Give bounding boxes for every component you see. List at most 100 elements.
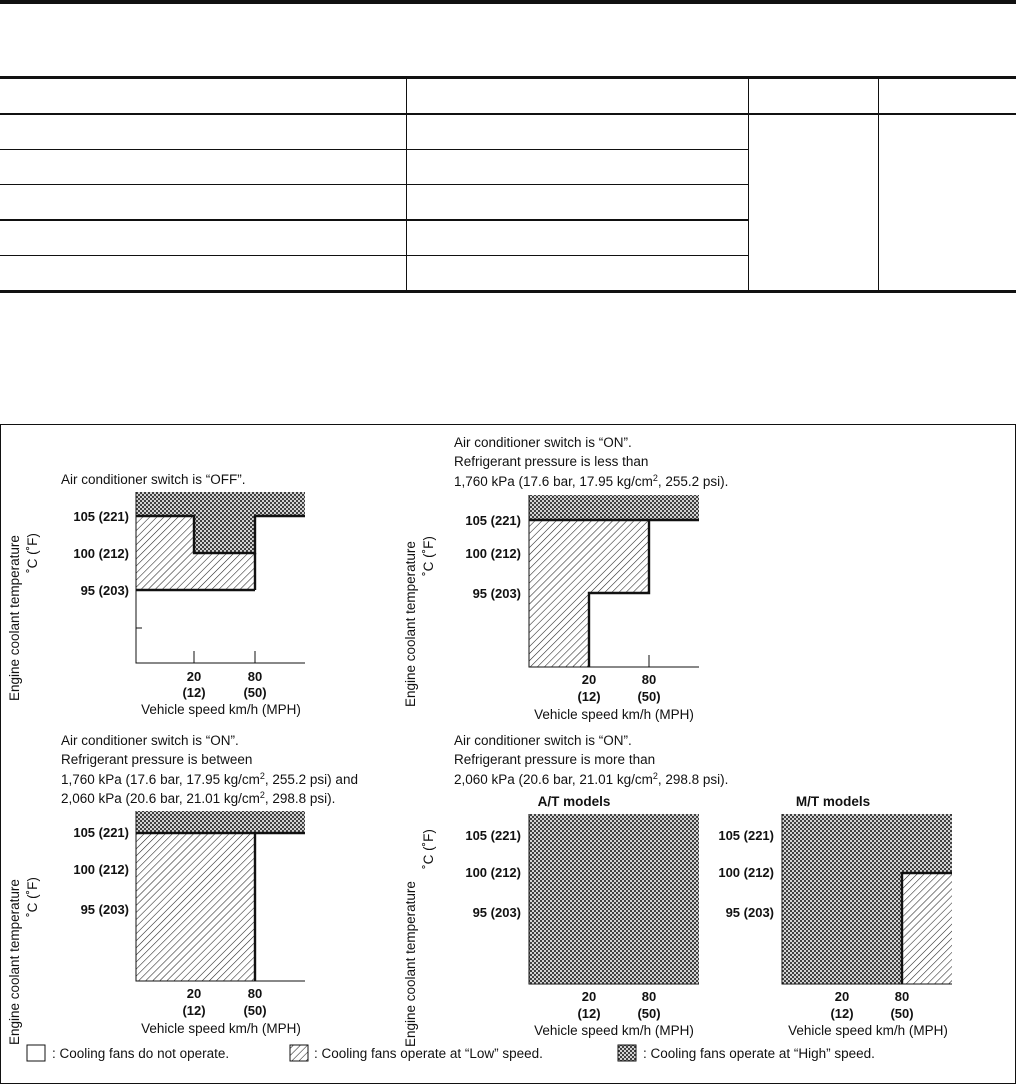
table-cell (405, 184, 748, 221)
table-row (0, 114, 1016, 293)
table-header-cell (405, 76, 748, 115)
panel-caption: 2,060 kPa (20.6 bar, 21.01 kg/cm2, 298.8… (61, 790, 335, 806)
table-header-row (0, 76, 1016, 115)
speed-tick-label: (50) (243, 685, 266, 700)
speed-tick-label: (50) (890, 1006, 913, 1021)
table-cell (0, 220, 406, 256)
speed-tick-label: (12) (182, 1003, 205, 1018)
table-row (0, 149, 1016, 185)
temp-tick-label: 100 (212) (73, 546, 129, 561)
table-cell (405, 255, 748, 293)
caption-superscript: 2 (260, 790, 265, 800)
x-axis-label: Vehicle speed km/h (MPH) (534, 707, 694, 722)
y-axis-unit: ˚C (˚F) (25, 877, 40, 917)
speed-tick-label: (50) (637, 689, 660, 704)
speed-tick-label: 20 (582, 672, 596, 687)
temp-tick-label: 105 (221) (465, 828, 521, 843)
table-cell (0, 114, 406, 150)
spec-table (0, 76, 1016, 293)
speed-tick-label: (12) (577, 1006, 600, 1021)
caption-text: , 298.8 psi). (265, 791, 336, 806)
chart-axes (135, 811, 305, 982)
temp-tick-label: 100 (212) (73, 862, 129, 877)
y-axis-unit: ˚C (˚F) (25, 533, 40, 573)
caption-superscript: 2 (653, 473, 658, 483)
y-axis-label: Engine coolant temperature (403, 881, 418, 1047)
temp-tick-label: 105 (221) (73, 509, 129, 524)
temp-tick-label: 95 (203) (473, 586, 521, 601)
x-axis-label: Vehicle speed km/h (MPH) (788, 1023, 948, 1038)
y-axis-label: Engine coolant temperature (7, 879, 22, 1045)
panel-caption: Refrigerant pressure is more than (454, 752, 655, 767)
table-cell-merged (877, 114, 1016, 293)
speed-tick-label: 80 (248, 669, 262, 684)
speed-tick-label: 20 (187, 986, 201, 1001)
table-row (0, 220, 1016, 256)
temp-tick-label: 95 (203) (81, 583, 129, 598)
boundary-line (900, 871, 952, 984)
y-axis-label: Engine coolant temperature (7, 535, 22, 701)
table-cell (405, 149, 748, 185)
temp-tick-label: 95 (203) (81, 902, 129, 917)
high-speed-region (136, 492, 305, 516)
table-header-cell (747, 76, 878, 115)
speed-tick-label: (12) (830, 1006, 853, 1021)
caption-text: , 255.2 psi) and (265, 772, 358, 787)
boundary-line (136, 514, 305, 555)
table-cell (0, 149, 406, 185)
legend: : Cooling fans do not operate. : Cooling… (26, 1044, 875, 1062)
temp-tick-label: 100 (212) (718, 865, 774, 880)
panel-caption: Refrigerant pressure is between (61, 752, 252, 767)
high-speed-region (194, 516, 255, 553)
panel-caption: Air conditioner switch is “ON”. (61, 733, 239, 748)
fan-operation-figure: Engine coolant temperature ˚C (˚F) Air c… (0, 424, 1016, 1084)
panel-ac-on-low-pressure: Air conditioner switch is “ON”. Refriger… (403, 435, 728, 722)
subchart-title: M/T models (796, 794, 870, 809)
panel-caption: 2,060 kPa (20.6 bar, 21.01 kg/cm2, 298.8… (454, 771, 728, 787)
caption-text: 2,060 kPa (20.6 bar, 21.01 kg/cm (454, 772, 653, 787)
table-header-cell (0, 76, 406, 115)
table-cell (405, 220, 748, 256)
panel-caption: Air conditioner switch is “ON”. (454, 733, 632, 748)
table-cell (0, 255, 406, 293)
legend-label: : Cooling fans do not operate. (52, 1046, 229, 1061)
legend-label: : Cooling fans operate at “High” speed. (643, 1046, 875, 1061)
high-speed-region (529, 814, 699, 984)
y-axis-unit: ˚C (˚F) (421, 829, 436, 869)
table-row (0, 255, 1016, 293)
temp-tick-label: 105 (221) (718, 828, 774, 843)
y-axis-unit: ˚C (˚F) (421, 536, 436, 576)
panel-caption: 1,760 kPa (17.6 bar, 17.95 kg/cm2, 255.2… (454, 473, 728, 489)
speed-tick-label: 20 (835, 989, 849, 1004)
panel-caption: 1,760 kPa (17.6 bar, 17.95 kg/cm2, 255.2… (61, 771, 358, 787)
table-cell-merged (747, 114, 878, 293)
x-axis-label: Vehicle speed km/h (MPH) (141, 1021, 301, 1036)
caption-text: , 255.2 psi). (658, 474, 729, 489)
table-header-cell (877, 76, 1016, 115)
boundary-line (587, 520, 651, 667)
table-row (0, 184, 1016, 221)
speed-tick-label: (12) (182, 685, 205, 700)
speed-tick-label: 80 (248, 986, 262, 1001)
speed-tick-label: 80 (642, 989, 656, 1004)
legend-swatch-hatch (289, 1044, 309, 1062)
legend-swatch-empty (26, 1044, 46, 1062)
fan-operation-diagram: Engine coolant temperature ˚C (˚F) Air c… (7, 435, 952, 1062)
low-speed-region (902, 873, 952, 984)
caption-text: , 298.8 psi). (658, 772, 729, 787)
chart-axes (135, 492, 305, 664)
panel-caption: Refrigerant pressure is less than (454, 454, 648, 469)
speed-tick-label: (50) (637, 1006, 660, 1021)
x-axis-label: Vehicle speed km/h (MPH) (534, 1023, 694, 1038)
top-rule (0, 0, 1016, 4)
chart-axes (781, 814, 952, 985)
caption-superscript: 2 (653, 771, 658, 781)
panel-caption: Air conditioner switch is “ON”. (454, 435, 632, 450)
speed-tick-label: 80 (642, 672, 656, 687)
caption-text: 2,060 kPa (20.6 bar, 21.01 kg/cm (61, 791, 260, 806)
caption-text: 1,760 kPa (17.6 bar, 17.95 kg/cm (61, 772, 260, 787)
caption-text: 1,760 kPa (17.6 bar, 17.95 kg/cm (454, 474, 653, 489)
speed-tick-label: 80 (895, 989, 909, 1004)
temp-tick-label: 95 (203) (473, 905, 521, 920)
table-cell (0, 184, 406, 221)
